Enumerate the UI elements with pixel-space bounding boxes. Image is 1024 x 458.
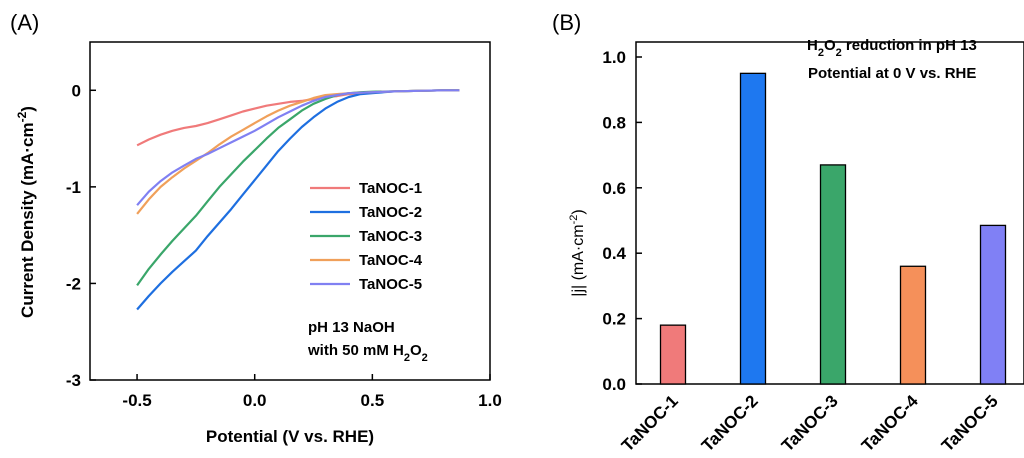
annotation-line2-pre: with 50 mM H	[307, 342, 404, 359]
panel-a-annotation-line1: pH 13 NaOH	[308, 319, 395, 336]
panel-a-line-chart: (A) -0.5 0.0 0.5 1.00-1-2-3 TaNOC-1TaNOC-2T…	[10, 10, 502, 446]
bar-tanoc-2	[739, 72, 767, 385]
x-tick-label: TaNOC-2	[698, 391, 762, 455]
panel-a-ticks: -0.5 0.0 0.5 1.0 0 -1 -2 -3	[66, 81, 502, 410]
y-tick-label: 0.0	[602, 375, 626, 394]
y-tick-label: -2	[66, 274, 81, 293]
bar-tanoc-5	[979, 224, 1007, 385]
y-tick-label: -1	[66, 178, 81, 197]
y-tick-label: 0.6	[602, 179, 626, 198]
annotation-sub2: 2	[422, 352, 428, 364]
panel-b-y-axis-title-main: |j| (mA·cm	[570, 224, 587, 296]
title-line1-pre: H	[807, 37, 818, 54]
title-line1-post: reduction in pH 13	[842, 37, 977, 54]
title-mid: O	[824, 37, 836, 54]
title-sub1: 2	[818, 47, 824, 59]
y-tick-label: 0.4	[602, 244, 626, 263]
panel-a-legend: TaNOC-1 TaNOC-2 TaNOC-3 TaNOC-4 TaNOC-5	[310, 180, 423, 293]
annotation-mid: O	[410, 342, 422, 359]
panel-a-y-axis-title-sup: -2	[15, 111, 29, 122]
x-tick-label: 0.0	[243, 391, 267, 410]
legend-label: TaNOC-1	[359, 180, 422, 197]
x-tick-label: TaNOC-5	[938, 391, 1002, 455]
bar-tanoc-3	[819, 164, 847, 385]
panel-b-y-axis-title-close: )	[570, 209, 587, 214]
title-sub2: 2	[836, 47, 842, 59]
bar-tanoc-4	[899, 265, 927, 385]
y-tick-label: 0.8	[602, 113, 626, 132]
x-tick-label: TaNOC-4	[858, 391, 922, 455]
panel-b-bars	[659, 72, 1007, 385]
panel-a-frame	[89, 41, 491, 381]
series-line-tanoc-1	[136, 89, 460, 147]
panel-a-y-axis-title-main: Current Density (mA·cm	[18, 122, 37, 318]
panel-a-label: (A)	[10, 10, 39, 35]
x-tick-label: 0.5	[361, 391, 385, 410]
x-tick-label: -0.5	[122, 391, 151, 410]
legend-label: TaNOC-2	[359, 204, 422, 221]
y-tick-label: 0	[72, 81, 81, 100]
annotation-sub1: 2	[404, 352, 410, 364]
panel-b-title-line2: Potential at 0 V vs. RHE	[808, 65, 976, 82]
y-tick-label: 0.2	[602, 310, 626, 329]
y-tick-label: 1.0	[602, 48, 626, 67]
panel-b-title-line1: H2O2 reduction in pH 13	[807, 37, 977, 59]
panel-a-x-axis-title: Potential (V vs. RHE)	[206, 427, 374, 446]
legend-label: TaNOC-4	[359, 252, 423, 269]
legend-label: TaNOC-5	[359, 276, 422, 293]
panel-a-y-axis-title: Current Density (mA·cm-2)	[15, 106, 37, 318]
panel-b-label: (B)	[552, 10, 581, 35]
x-tick-label: TaNOC-1	[618, 391, 682, 455]
x-tick-label: TaNOC-3	[778, 391, 842, 455]
legend-label: TaNOC-3	[359, 228, 422, 245]
panel-b-y-axis-title-sup: -2	[568, 215, 580, 225]
series-line-tanoc-5	[136, 89, 460, 206]
y-tick-label: -3	[66, 371, 81, 390]
panel-b-y-axis-title: |j| (mA·cm-2)	[568, 209, 587, 296]
panel-a-annotation-line2: with 50 mM H2O2	[307, 342, 428, 364]
panel-a-series	[136, 89, 460, 311]
panel-a-y-axis-title-close: )	[18, 106, 37, 112]
x-tick-label: 1.0	[478, 391, 502, 410]
bar-tanoc-1	[659, 324, 687, 385]
